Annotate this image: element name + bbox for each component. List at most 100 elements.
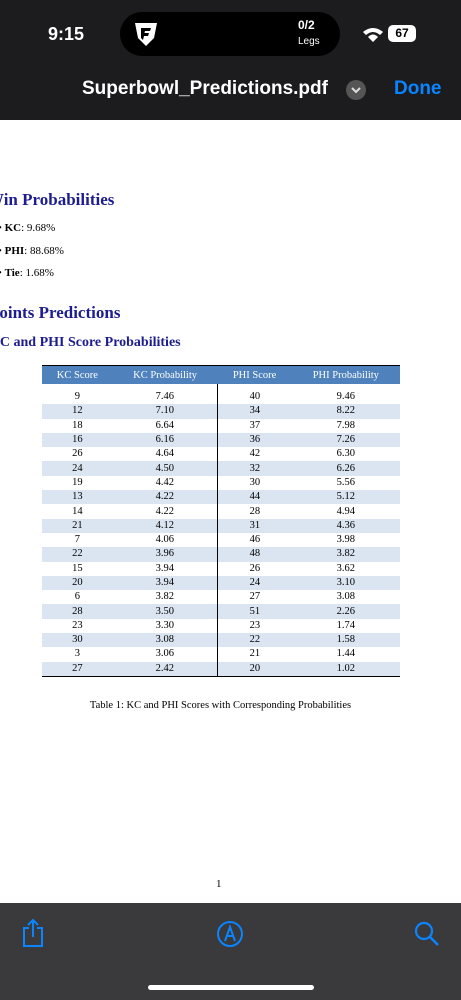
table-cell: 1.74 bbox=[336, 619, 356, 631]
table-row: 28 3.50 51 2.26 bbox=[42, 604, 400, 619]
table-cell: 4.36 bbox=[291, 518, 400, 533]
table-cell: 18 bbox=[72, 419, 83, 431]
table-cell: 26 bbox=[249, 562, 261, 574]
table-row: 20 3.94 24 3.10 bbox=[42, 575, 400, 591]
table-cell: 2.42 bbox=[112, 661, 218, 677]
table-cell: 46 bbox=[249, 534, 261, 546]
clock: 9:15 bbox=[48, 24, 85, 44]
list-item: • PHI: 88.68% bbox=[0, 245, 64, 257]
legs-label: Legs bbox=[298, 36, 320, 47]
legs-count: 0/2 bbox=[298, 18, 315, 32]
table-cell: 4.06 bbox=[112, 532, 218, 548]
table-cell: 5.12 bbox=[291, 490, 400, 505]
table-row: 18 6.64 37 7.98 bbox=[42, 418, 400, 433]
table-row: 3 3.06 21 1.44 bbox=[42, 647, 400, 662]
markup-button[interactable] bbox=[216, 920, 244, 948]
page-number: 1 bbox=[216, 878, 222, 890]
item-value: 9.68% bbox=[26, 222, 56, 234]
done-button[interactable]: Done bbox=[394, 78, 442, 99]
table-row: 27 2.42 20 1.02 bbox=[42, 661, 400, 677]
table-cell: 3.82 bbox=[291, 547, 400, 562]
table-cell: 1.58 bbox=[291, 633, 400, 648]
table-cell: 15 bbox=[72, 562, 83, 574]
table-cell: 8.22 bbox=[291, 404, 400, 419]
column-header: KC Score bbox=[42, 365, 113, 384]
wifi-icon bbox=[363, 28, 383, 42]
table-cell: 13 bbox=[42, 490, 113, 505]
table-cell: 9.46 bbox=[336, 391, 356, 403]
table-row: 14 4.22 28 4.94 bbox=[42, 504, 400, 519]
table-cell: 34 bbox=[217, 404, 292, 419]
table-cell: 6.30 bbox=[336, 448, 356, 460]
table-cell: 3.96 bbox=[112, 547, 218, 562]
table-cell: 23 bbox=[72, 619, 83, 631]
table-cell: 16 bbox=[42, 432, 113, 448]
table-cell: 3.08 bbox=[336, 591, 356, 603]
table-cell: 3.30 bbox=[112, 618, 218, 634]
heading: Win Probabilities bbox=[0, 190, 115, 209]
battery: 67 bbox=[388, 25, 416, 42]
dynamic-island: 0/2 Legs bbox=[120, 12, 340, 56]
table-cell: 3.82 bbox=[112, 590, 218, 605]
table-cell: 22 bbox=[217, 633, 292, 648]
table-cell: 4.64 bbox=[112, 447, 218, 462]
table-cell: 7.98 bbox=[336, 419, 356, 431]
table-cell: 3.62 bbox=[336, 562, 356, 574]
table-cell: 42 bbox=[249, 448, 261, 460]
table-row: 6 3.82 27 3.08 bbox=[42, 590, 400, 605]
table-cell: 7.10 bbox=[112, 404, 218, 419]
share-button[interactable] bbox=[20, 918, 46, 948]
table-cell: 4.42 bbox=[112, 475, 218, 491]
table-cell: 7 bbox=[74, 534, 80, 546]
app-logo bbox=[135, 23, 157, 46]
item-value: 1.68% bbox=[25, 267, 54, 279]
table-cell: 3.10 bbox=[291, 575, 400, 591]
table-cell: 30 bbox=[42, 633, 113, 648]
table-row: 21 4.12 31 4.36 bbox=[42, 518, 400, 533]
table-row: 13 4.22 44 5.12 bbox=[42, 490, 400, 505]
list-item: • Tie: 1.68% bbox=[0, 267, 54, 279]
home-indicator bbox=[148, 985, 314, 990]
table-cell: 23 bbox=[249, 619, 261, 631]
table-cell: 24 bbox=[42, 461, 113, 476]
table-cell: 37 bbox=[249, 419, 261, 431]
item-label: Tie bbox=[4, 267, 20, 279]
table-cell: 6.64 bbox=[112, 418, 218, 433]
table-cell: 7.46 bbox=[112, 384, 218, 405]
table-cell: 5.56 bbox=[336, 476, 356, 488]
table-cell: 27 bbox=[42, 661, 113, 677]
table-cell: 21 bbox=[42, 518, 113, 533]
list-item: • KC: 9.68% bbox=[0, 222, 56, 234]
item-value: 88.68% bbox=[29, 245, 64, 257]
table-cell: 27 bbox=[249, 591, 261, 603]
table-cell: 4.50 bbox=[112, 461, 218, 476]
table-row: 26 4.64 42 6.30 bbox=[42, 447, 400, 462]
title-menu-button[interactable] bbox=[345, 79, 367, 101]
table-row: 19 4.42 30 5.56 bbox=[42, 475, 400, 491]
search-button[interactable] bbox=[413, 920, 441, 948]
table-row: 15 3.94 26 3.62 bbox=[42, 561, 400, 576]
table-cell: 14 bbox=[72, 505, 83, 517]
table-cell: 32 bbox=[217, 461, 292, 476]
heading: Points Predictions bbox=[0, 303, 121, 322]
item-label: PHI bbox=[4, 245, 25, 257]
table-row: 24 4.50 32 6.26 bbox=[42, 461, 400, 476]
table-cell: 6.26 bbox=[291, 461, 400, 476]
table-cell: 3.50 bbox=[112, 604, 218, 619]
table-cell: 6.16 bbox=[112, 432, 218, 448]
table-cell: 2.26 bbox=[291, 604, 400, 619]
document-title[interactable]: Superbowl_Predictions.pdf bbox=[82, 78, 328, 99]
table-cell: 3.06 bbox=[112, 647, 218, 662]
table-cell: 9 bbox=[74, 391, 80, 403]
table-cell: 3 bbox=[74, 648, 80, 660]
table-cell: 22 bbox=[42, 547, 113, 562]
table-cell: 1.44 bbox=[336, 648, 356, 660]
table-row: 7 4.06 46 3.98 bbox=[42, 532, 400, 548]
table-cell: 28 bbox=[42, 604, 113, 619]
table-row: 22 3.96 48 3.82 bbox=[42, 547, 400, 562]
table-cell: 40 bbox=[249, 391, 261, 403]
table-cell: 12 bbox=[42, 404, 113, 419]
status-and-nav-bar: 9:15 0/2 Legs 67 Superbowl_Predictions.p… bbox=[0, 0, 461, 120]
table-cell: 4.22 bbox=[112, 504, 218, 519]
